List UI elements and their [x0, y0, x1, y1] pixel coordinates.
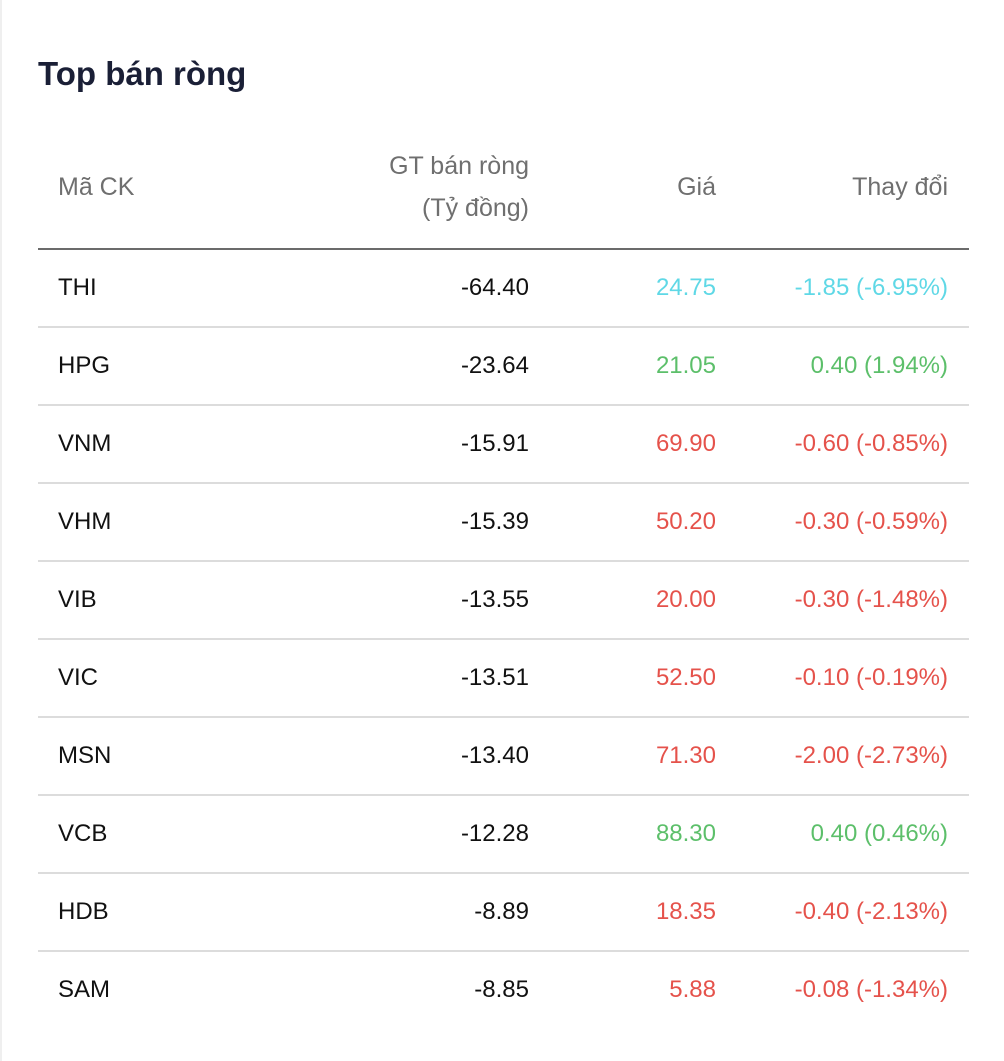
table-row[interactable]: HPG -23.64 21.05 0.40 (1.94%)	[38, 328, 969, 406]
cell-price: 50.20	[655, 508, 716, 535]
table-row[interactable]: VCB -12.28 88.30 0.40 (0.46%)	[38, 796, 969, 874]
column-header-net-sell-value-line2: (Tỷ đồng)	[422, 194, 529, 222]
cell-change: -0.30 (-0.59%)	[794, 508, 948, 535]
cell-change: -0.08 (-1.34%)	[794, 976, 948, 1003]
cell-change: 0.40 (0.46%)	[810, 820, 948, 847]
column-header-net-sell-value: GT bán ròng (Tỷ đồng)	[389, 145, 529, 229]
cell-net-sell-value: -64.40	[460, 274, 529, 301]
cell-stock-code[interactable]: VNM	[58, 430, 112, 457]
cell-net-sell-value: -15.39	[460, 508, 529, 535]
cell-price: 5.88	[669, 976, 716, 1003]
cell-stock-code[interactable]: MSN	[58, 742, 112, 769]
cell-net-sell-value: -13.55	[460, 586, 529, 613]
cell-net-sell-value: -23.64	[460, 352, 529, 379]
table-body: THI -64.40 24.75 -1.85 (-6.95%) HPG -23.64 21.…	[38, 250, 969, 1030]
cell-price: 88.30	[655, 820, 716, 847]
cell-price: 52.50	[655, 664, 716, 691]
cell-stock-code[interactable]: THI	[58, 274, 97, 301]
cell-change: -2.00 (-2.73%)	[794, 742, 948, 769]
table-row[interactable]: HDB -8.89 18.35 -0.40 (-2.13%)	[38, 874, 969, 952]
cell-net-sell-value: -15.91	[460, 430, 529, 457]
cell-stock-code[interactable]: VIB	[58, 586, 97, 613]
column-header-code: Mã CK	[58, 173, 135, 201]
cell-net-sell-value: -8.89	[474, 898, 529, 925]
cell-change: 0.40 (1.94%)	[810, 352, 948, 379]
cell-change: -0.40 (-2.13%)	[794, 898, 948, 925]
panel-left-border	[0, 0, 2, 1061]
cell-stock-code[interactable]: VHM	[58, 508, 112, 535]
cell-stock-code[interactable]: VIC	[58, 664, 99, 691]
cell-price: 21.05	[655, 352, 716, 379]
cell-net-sell-value: -8.85	[474, 976, 529, 1003]
cell-price: 24.75	[655, 274, 716, 301]
cell-stock-code[interactable]: HPG	[58, 352, 111, 379]
cell-change: -0.60 (-0.85%)	[794, 430, 948, 457]
table-row[interactable]: VIC -13.51 52.50 -0.10 (-0.19%)	[38, 640, 969, 718]
panel-title: Top bán ròng	[38, 55, 247, 92]
cell-price: 71.30	[655, 742, 716, 769]
column-header-price: Giá	[677, 173, 716, 201]
cell-price: 18.35	[655, 898, 716, 925]
cell-change: -1.85 (-6.95%)	[794, 274, 948, 301]
net-sell-table: Mã CK GT bán ròng (Tỷ đồng) Giá Thay đổi…	[38, 140, 969, 1030]
cell-stock-code[interactable]: SAM	[58, 976, 111, 1003]
table-row[interactable]: THI -64.40 24.75 -1.85 (-6.95%)	[38, 250, 969, 328]
cell-net-sell-value: -13.40	[460, 742, 529, 769]
table-row[interactable]: MSN -13.40 71.30 -2.00 (-2.73%)	[38, 718, 969, 796]
table-row[interactable]: VNM -15.91 69.90 -0.60 (-0.85%)	[38, 406, 969, 484]
cell-change: -0.30 (-1.48%)	[794, 586, 948, 613]
cell-stock-code[interactable]: HDB	[58, 898, 109, 925]
table-header: Mã CK GT bán ròng (Tỷ đồng) Giá Thay đổi	[38, 140, 969, 250]
cell-net-sell-value: -12.28	[460, 820, 529, 847]
cell-price: 20.00	[655, 586, 716, 613]
table-row[interactable]: SAM -8.85 5.88 -0.08 (-1.34%)	[38, 952, 969, 1030]
cell-net-sell-value: -13.51	[460, 664, 529, 691]
cell-change: -0.10 (-0.19%)	[794, 664, 948, 691]
table-row[interactable]: VIB -13.55 20.00 -0.30 (-1.48%)	[38, 562, 969, 640]
cell-stock-code[interactable]: VCB	[58, 820, 108, 847]
column-header-net-sell-value-line1: GT bán ròng	[389, 152, 529, 180]
column-header-change: Thay đổi	[852, 173, 948, 201]
table-row[interactable]: VHM -15.39 50.20 -0.30 (-0.59%)	[38, 484, 969, 562]
cell-price: 69.90	[655, 430, 716, 457]
